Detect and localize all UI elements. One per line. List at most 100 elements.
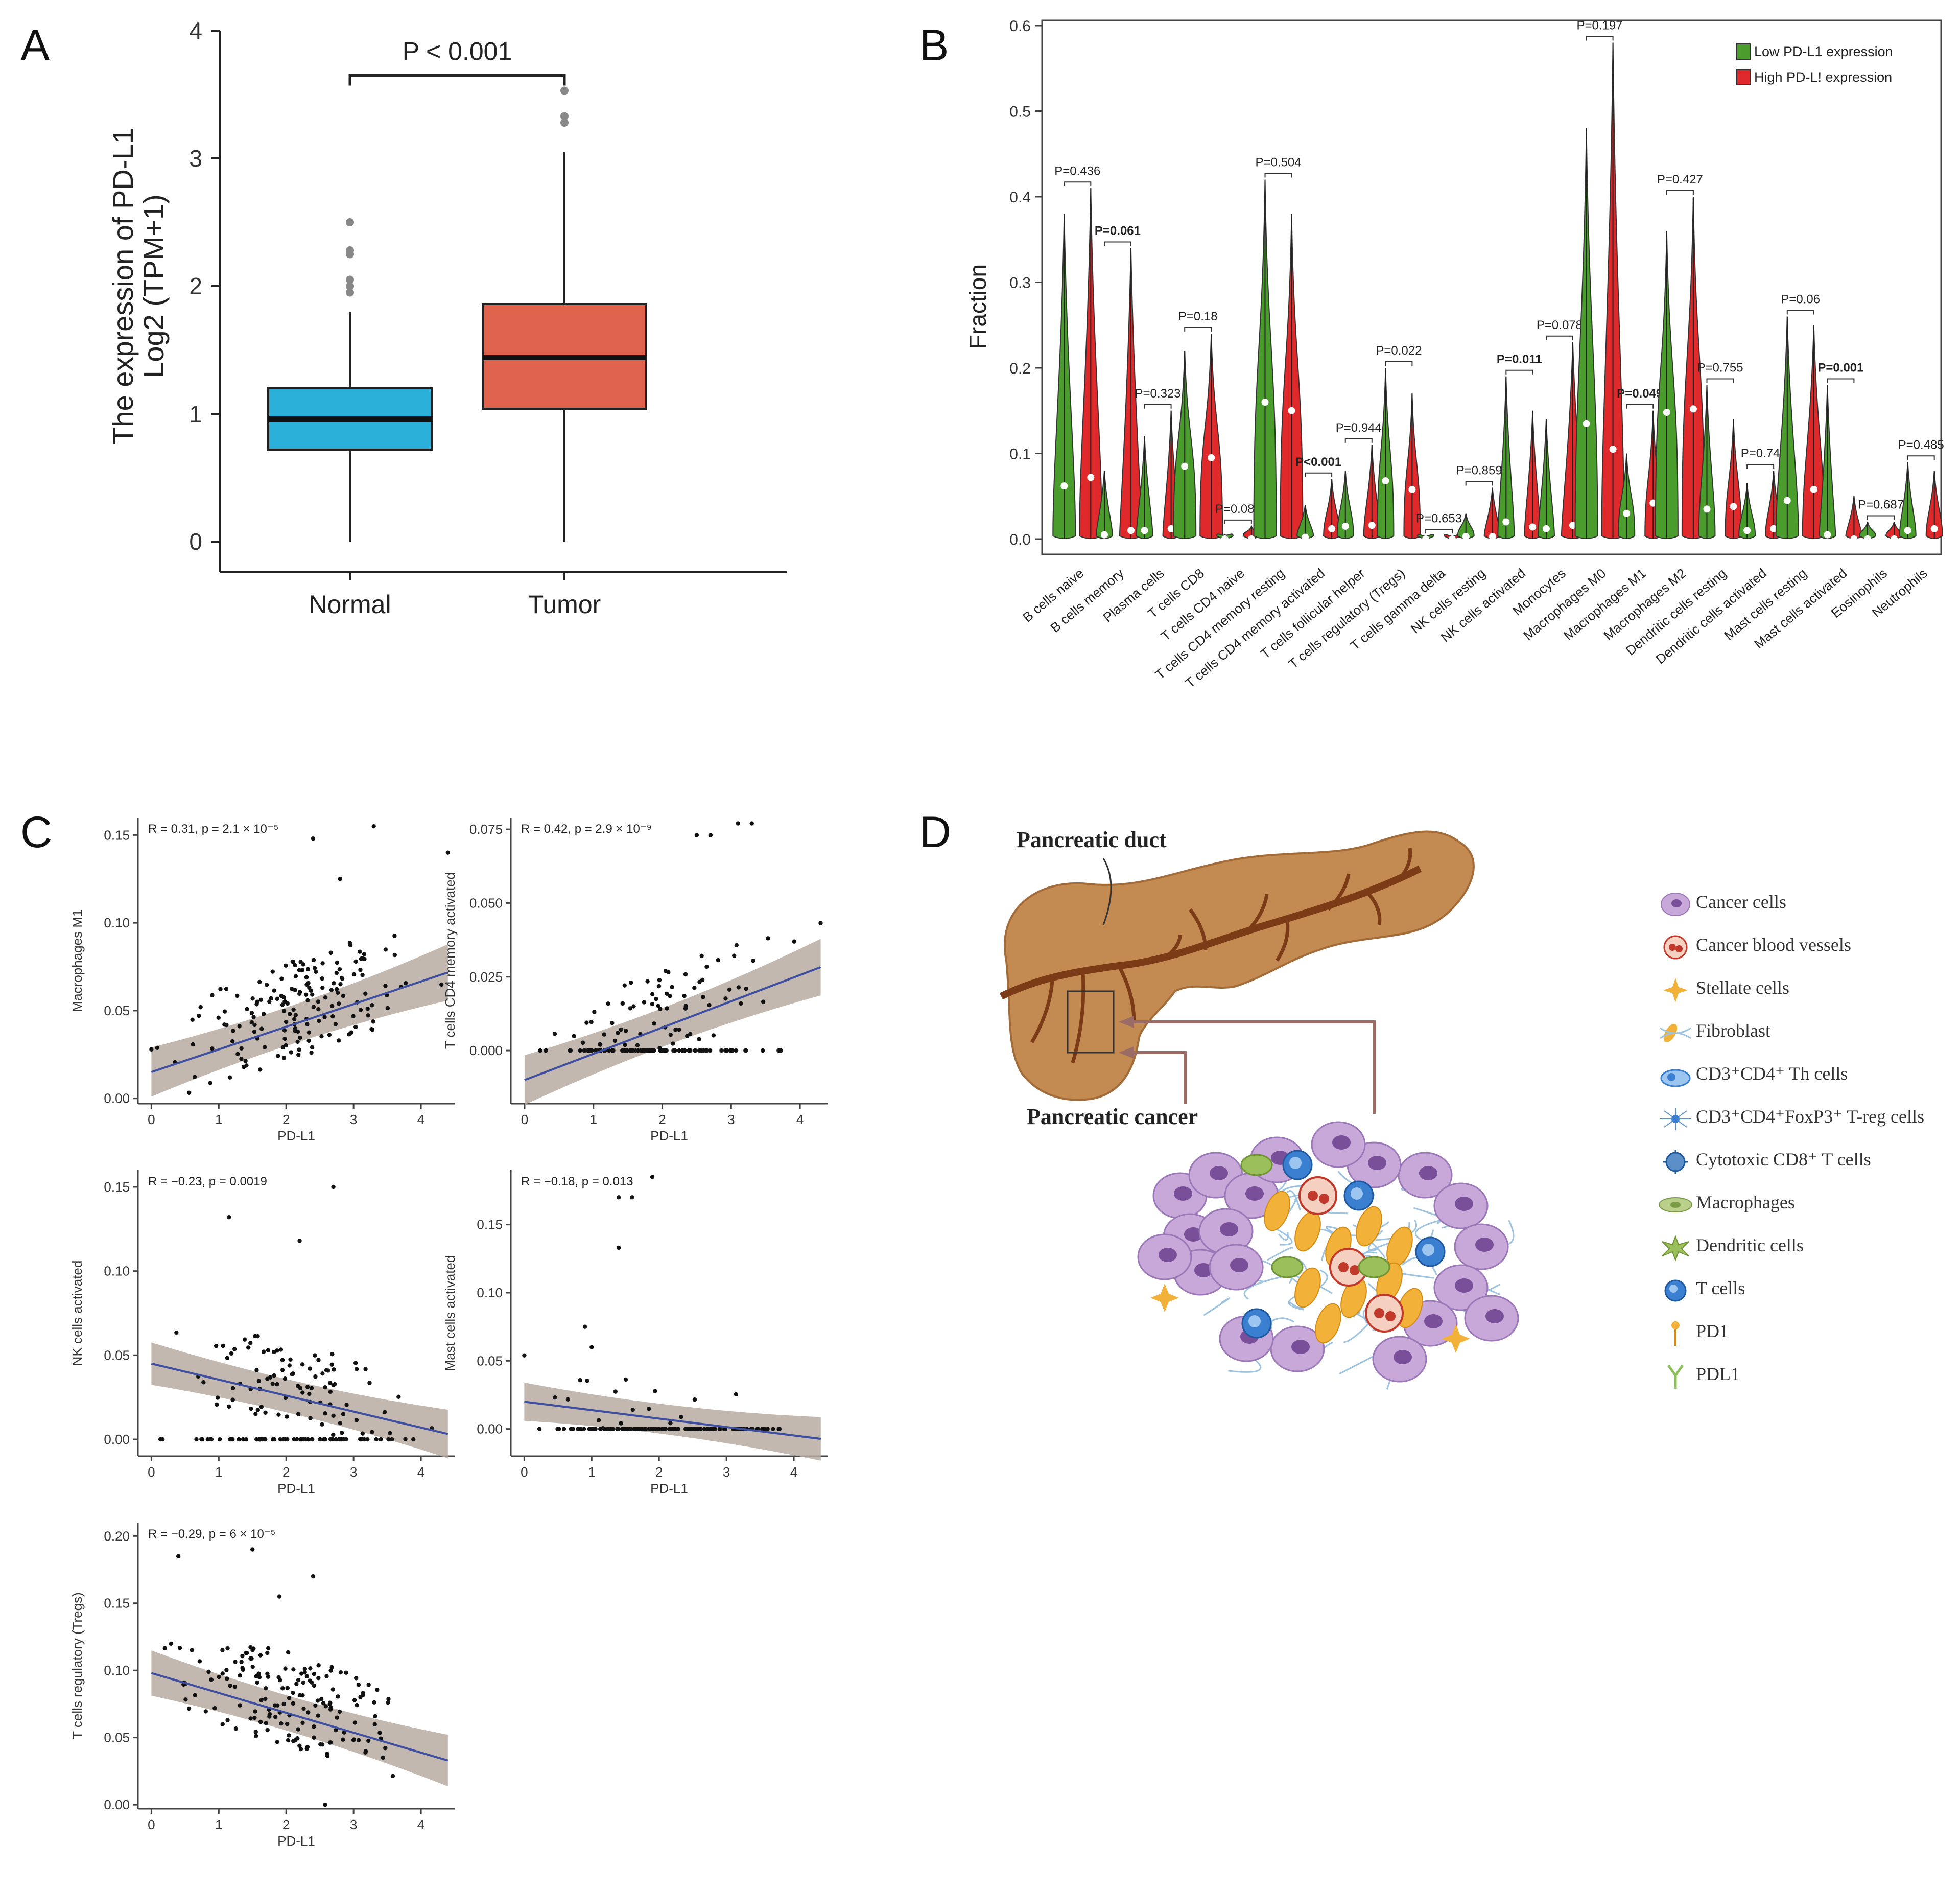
p-bracket bbox=[1144, 404, 1172, 409]
y-tick-label: 0 bbox=[189, 528, 202, 555]
p-value-label: P=0.944 bbox=[1336, 421, 1382, 435]
y-axis-label-1: The expression of PD-L1 bbox=[107, 128, 139, 444]
scatter-point bbox=[310, 992, 315, 997]
y-tick-label: 0.05 bbox=[104, 1003, 130, 1018]
p-value-label: P=0.859 bbox=[1456, 464, 1502, 478]
scatter-point bbox=[367, 1381, 372, 1385]
scatter-point bbox=[291, 1667, 296, 1672]
scatter-point bbox=[642, 1000, 647, 1005]
scatter-point bbox=[248, 1341, 253, 1345]
fiber-strand bbox=[1286, 1190, 1301, 1211]
x-axis-label: PD-L1 bbox=[650, 1481, 688, 1496]
pd1-icon bbox=[1671, 1321, 1680, 1346]
panel-d-diagram: Pancreatic duct Pancreatic cancer bbox=[999, 827, 1519, 1390]
scatter-point bbox=[622, 1048, 627, 1053]
scatter-point bbox=[360, 1431, 365, 1436]
p-value-label: P=0.755 bbox=[1697, 361, 1743, 375]
legend-label: Low PD-L1 expression bbox=[1754, 44, 1893, 59]
scatter-point bbox=[679, 1415, 683, 1419]
scatter-point bbox=[749, 821, 754, 826]
scatter-point bbox=[652, 1021, 656, 1026]
arrow-line-2 bbox=[1124, 1020, 1376, 1114]
scatter-point bbox=[363, 1749, 368, 1754]
scatter-point bbox=[297, 990, 302, 994]
scatter-point bbox=[354, 1418, 359, 1422]
scatter-point bbox=[354, 1367, 359, 1371]
p-value-label: P=0.653 bbox=[1416, 511, 1462, 525]
cancer-cell-nucleus bbox=[1210, 1166, 1228, 1180]
scatter-point bbox=[670, 1427, 674, 1431]
fibroblast-cell bbox=[1294, 1267, 1321, 1308]
th-cell-icon bbox=[1660, 1069, 1691, 1087]
scatter-point bbox=[310, 1045, 315, 1050]
scatter-point bbox=[291, 1371, 295, 1376]
scatter-point bbox=[581, 1427, 586, 1431]
scatter-point bbox=[623, 1042, 627, 1047]
scatter-point bbox=[338, 1421, 343, 1426]
scatter-point bbox=[344, 1403, 349, 1407]
scatter-point bbox=[665, 1006, 669, 1011]
legend-label: T cells bbox=[1696, 1278, 1745, 1298]
scatter-point bbox=[319, 1697, 324, 1701]
scatter-point bbox=[239, 1057, 244, 1061]
scatter-point bbox=[719, 1048, 724, 1053]
pancreatic-cancer-label: Pancreatic cancer bbox=[1027, 1104, 1198, 1129]
regression-line bbox=[524, 1401, 821, 1440]
p-value-label: P=0.001 bbox=[1817, 361, 1863, 375]
scatter-point bbox=[333, 1382, 337, 1387]
x-tick-label: 1 bbox=[215, 1464, 222, 1480]
regression-line bbox=[151, 1362, 448, 1435]
scatter-point bbox=[727, 987, 732, 992]
scatter-point bbox=[328, 1381, 333, 1385]
scatter-point bbox=[668, 1421, 673, 1426]
legend-item: Cancer cells bbox=[1655, 889, 1941, 920]
fiber-strand bbox=[1368, 1230, 1383, 1251]
scatter-point bbox=[235, 993, 240, 998]
scatter-point bbox=[663, 1427, 668, 1431]
scatter-point bbox=[298, 960, 303, 964]
p-bracket bbox=[1224, 519, 1252, 524]
scatter-point bbox=[215, 1395, 220, 1400]
red-blood-cell bbox=[1374, 1308, 1384, 1318]
scatter-point bbox=[776, 1048, 781, 1053]
scatter-point bbox=[365, 1007, 370, 1011]
fibroblast-cell bbox=[1294, 1211, 1321, 1252]
scatter-point bbox=[331, 1432, 336, 1437]
scatter-point bbox=[612, 1038, 618, 1043]
scatter-point bbox=[596, 1418, 601, 1422]
scatter-point bbox=[645, 1048, 650, 1053]
p-bracket bbox=[1706, 378, 1734, 383]
fiber-strand bbox=[1339, 1349, 1387, 1374]
scatter-point bbox=[192, 1075, 197, 1079]
scatter-point bbox=[632, 1427, 636, 1431]
scatter-point bbox=[616, 1427, 621, 1431]
scatter-point bbox=[285, 1437, 290, 1442]
scatter-point bbox=[728, 1048, 733, 1053]
p-bracket bbox=[1264, 173, 1292, 178]
scatter-point bbox=[386, 1437, 391, 1442]
median-dot bbox=[1743, 527, 1751, 534]
stat-label: R = 0.31, p = 2.1 × 10⁻⁵ bbox=[148, 822, 278, 836]
scatter-point bbox=[336, 1001, 341, 1006]
scatter-plot-5: 0.00 0.05 0.10 0.15 0.20 0 1 2 3 4 PD-L1 T cells re… bbox=[69, 1523, 455, 1849]
scatter-point bbox=[272, 1373, 276, 1378]
scatter-point bbox=[318, 1437, 322, 1442]
cancer-cell-nucleus bbox=[1230, 1258, 1248, 1272]
scatter-point bbox=[653, 1389, 657, 1393]
scatter-point bbox=[760, 1048, 765, 1053]
scatter-point bbox=[334, 1437, 338, 1442]
median-dot bbox=[1864, 535, 1872, 543]
scatter-point bbox=[285, 1686, 290, 1690]
scatter-point bbox=[300, 1693, 305, 1698]
scatter-point bbox=[275, 1382, 279, 1387]
scatter-point bbox=[337, 967, 342, 972]
y-tick-label: 0.10 bbox=[104, 1663, 130, 1678]
scatter-point bbox=[372, 1700, 376, 1705]
y-tick-label: 0.025 bbox=[469, 969, 503, 985]
scatter-point bbox=[657, 1046, 662, 1051]
scatter-point bbox=[338, 1670, 343, 1675]
scatter-point bbox=[386, 1700, 390, 1705]
scatter-point bbox=[190, 1648, 194, 1652]
cancer-cell-nucleus bbox=[1184, 1227, 1202, 1242]
scatter-point bbox=[241, 1437, 246, 1442]
